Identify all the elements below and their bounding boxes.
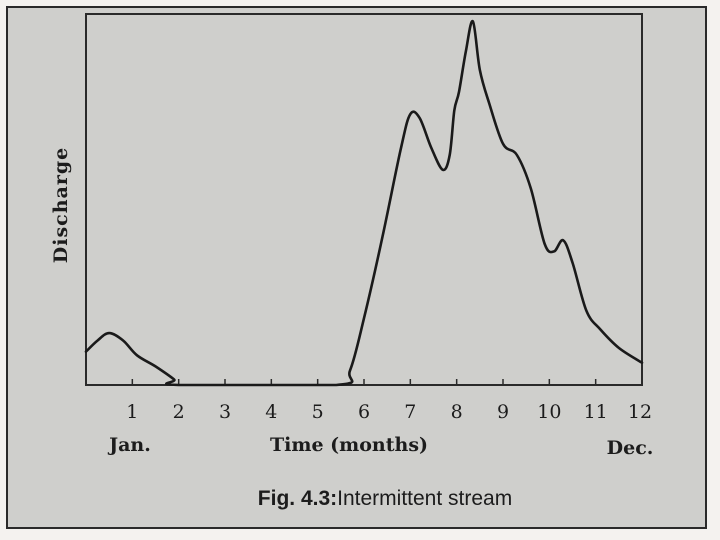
x-tick-label: 11 xyxy=(584,401,608,423)
x-tick-label: 10 xyxy=(537,401,561,423)
figure-caption: Fig. 4.3:Intermittent stream xyxy=(258,487,512,510)
x-end-label: Dec. xyxy=(607,437,654,459)
plot-frame xyxy=(85,13,643,386)
x-tick-label: 6 xyxy=(358,401,370,423)
x-start-label: Jan. xyxy=(107,434,151,456)
y-axis-label: Discharge xyxy=(50,147,72,263)
x-tick-label: 12 xyxy=(628,401,652,423)
caption-label: Fig. 4.3: xyxy=(258,487,337,510)
x-tick-label: 3 xyxy=(219,401,231,423)
caption-text: Intermittent stream xyxy=(337,487,512,510)
x-tick-label: 7 xyxy=(404,401,416,423)
x-axis-label: Time (months) xyxy=(270,434,428,456)
x-tick-labels: 1 2 3 4 5 6 7 8 9 10 11 12 xyxy=(126,401,652,423)
x-tick-label: 9 xyxy=(497,401,509,423)
series-line xyxy=(84,20,644,387)
figure-border xyxy=(6,6,707,529)
x-tick-label: 4 xyxy=(265,401,277,423)
x-tick-label: 2 xyxy=(173,401,185,423)
x-tick-label: 5 xyxy=(312,401,324,423)
x-tick-label: 8 xyxy=(451,401,463,423)
x-tick-label: 1 xyxy=(126,401,138,423)
